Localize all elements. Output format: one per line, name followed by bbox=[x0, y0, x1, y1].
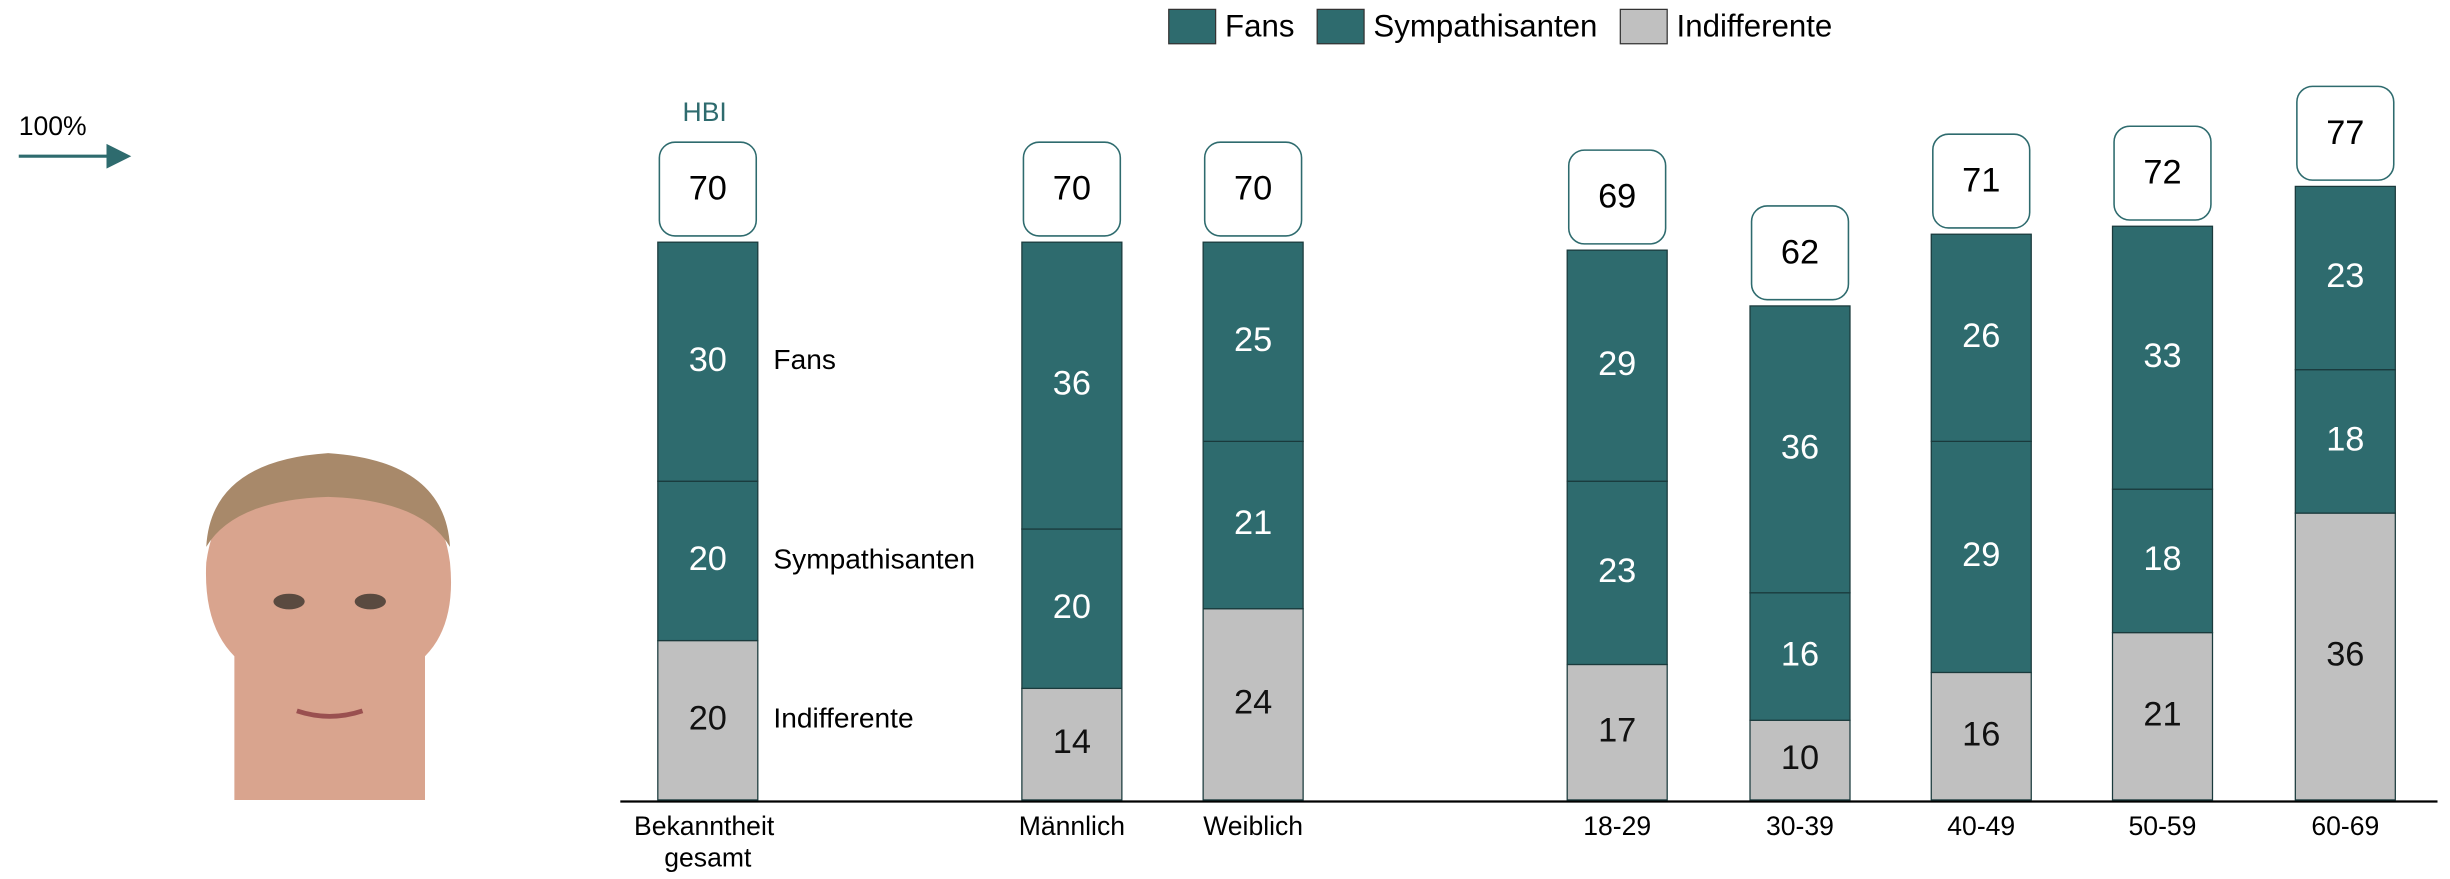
hbi-value: 70 bbox=[1234, 170, 1272, 208]
series-label: Indifferente bbox=[773, 703, 913, 734]
bar-segment bbox=[2294, 369, 2396, 514]
bar-segment bbox=[2111, 488, 2214, 634]
hbi-box bbox=[658, 141, 758, 237]
legend-label: Sympathisanten bbox=[1373, 8, 1597, 43]
annotation: 100% bbox=[19, 111, 87, 141]
x-tick-line: 60-69 bbox=[2311, 811, 2379, 841]
value-label: 17 bbox=[1598, 711, 1636, 749]
x-tick-label: Bekanntheit gesamt bbox=[634, 811, 782, 872]
value-label: 23 bbox=[1598, 552, 1636, 590]
value-label: 20 bbox=[689, 540, 727, 578]
legend-swatch bbox=[1619, 8, 1668, 45]
x-tick-line: 40-49 bbox=[1947, 811, 2015, 841]
bar-segment bbox=[1749, 592, 1851, 721]
x-tick-line: Männlich bbox=[1019, 811, 1125, 841]
bar-segment bbox=[657, 241, 759, 482]
x-tick-line: 18-29 bbox=[1583, 811, 1651, 841]
bar-segment bbox=[1930, 233, 2032, 442]
x-tick-line: 50-59 bbox=[2129, 811, 2197, 841]
value-label: 36 bbox=[1781, 428, 1819, 466]
hbi-label: HBI bbox=[683, 97, 727, 127]
x-tick-label: 18-29 bbox=[1583, 811, 1651, 841]
x-tick-line: gesamt bbox=[664, 842, 752, 872]
hbi-box bbox=[1932, 133, 2031, 229]
hbi-value: 72 bbox=[2143, 154, 2181, 192]
hbi-value: 62 bbox=[1781, 233, 1819, 271]
hbi-box bbox=[1022, 141, 1122, 237]
series-label: Fans bbox=[773, 344, 836, 375]
hbi-value: 71 bbox=[1962, 162, 2000, 200]
value-label: 21 bbox=[1234, 504, 1272, 542]
bar-segment bbox=[1566, 249, 1668, 482]
x-tick-line: Weiblich bbox=[1203, 811, 1303, 841]
value-label: 18 bbox=[2326, 420, 2364, 458]
bar-segment bbox=[1930, 440, 2032, 674]
bar-segment bbox=[2294, 512, 2396, 801]
photo bbox=[205, 453, 452, 800]
x-tick-label: 60-69 bbox=[2311, 811, 2379, 841]
series-label: Sympathisanten bbox=[773, 543, 975, 574]
x-tick-label: 30-39 bbox=[1766, 811, 1834, 841]
bar-segment bbox=[1930, 671, 2032, 801]
x-tick-line: 30-39 bbox=[1766, 811, 1834, 841]
value-label: 21 bbox=[2143, 695, 2181, 733]
bar-segment bbox=[1566, 480, 1668, 666]
value-label: 30 bbox=[689, 341, 727, 379]
value-label: 29 bbox=[1962, 536, 2000, 574]
value-label: 20 bbox=[1053, 588, 1091, 626]
value-label: 36 bbox=[2326, 636, 2364, 674]
value-label: 16 bbox=[1962, 715, 2000, 753]
value-label: 29 bbox=[1598, 345, 1636, 383]
hbi-box bbox=[1567, 149, 1667, 245]
hbi-value: 70 bbox=[689, 170, 727, 208]
bar-segment bbox=[2111, 225, 2214, 490]
bar-segment bbox=[2294, 185, 2396, 371]
x-tick-label: Weiblich bbox=[1203, 811, 1303, 841]
value-label: 26 bbox=[1962, 317, 2000, 355]
x-tick-label: 50-59 bbox=[2129, 811, 2197, 841]
legend-label: Fans bbox=[1225, 8, 1294, 43]
bar-segment bbox=[2111, 631, 2214, 801]
legend-swatch bbox=[1168, 8, 1217, 45]
value-label: 23 bbox=[2326, 257, 2364, 295]
hbi-box bbox=[2296, 85, 2395, 181]
value-label: 10 bbox=[1781, 739, 1819, 777]
legend-swatch bbox=[1316, 8, 1365, 45]
x-tick-line: Bekanntheit bbox=[634, 811, 782, 841]
value-label: 24 bbox=[1234, 683, 1272, 721]
bar-segment bbox=[1202, 241, 1304, 442]
legend-label: Indifferente bbox=[1677, 8, 1833, 43]
bar-segment bbox=[1749, 719, 1851, 801]
value-label: 33 bbox=[2143, 337, 2181, 375]
bar-segment bbox=[1202, 440, 1304, 610]
bar-segment bbox=[1566, 663, 1668, 801]
value-label: 18 bbox=[2143, 540, 2181, 578]
bar-segment bbox=[1749, 305, 1851, 594]
hbi-value: 69 bbox=[1598, 178, 1636, 216]
x-tick-label: Männlich bbox=[1019, 811, 1125, 841]
hbi-box bbox=[1203, 141, 1303, 237]
x-tick-label: 40-49 bbox=[1947, 811, 2015, 841]
value-label: 20 bbox=[689, 699, 727, 737]
hbi-value: 77 bbox=[2326, 114, 2364, 152]
hbi-box bbox=[2113, 125, 2212, 221]
bar-segment bbox=[1021, 241, 1123, 530]
bar-segment bbox=[657, 639, 759, 801]
hbi-box bbox=[1750, 205, 1850, 301]
value-label: 36 bbox=[1053, 365, 1091, 403]
hbi-value: 70 bbox=[1053, 170, 1091, 208]
value-label: 16 bbox=[1781, 636, 1819, 674]
value-label: 25 bbox=[1234, 321, 1272, 359]
value-label: 14 bbox=[1053, 723, 1091, 761]
